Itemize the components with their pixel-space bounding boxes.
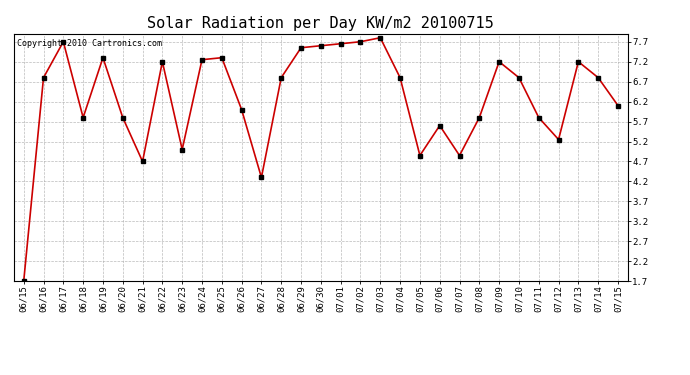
Title: Solar Radiation per Day KW/m2 20100715: Solar Radiation per Day KW/m2 20100715: [148, 16, 494, 31]
Text: Copyright 2010 Cartronics.com: Copyright 2010 Cartronics.com: [17, 39, 162, 48]
